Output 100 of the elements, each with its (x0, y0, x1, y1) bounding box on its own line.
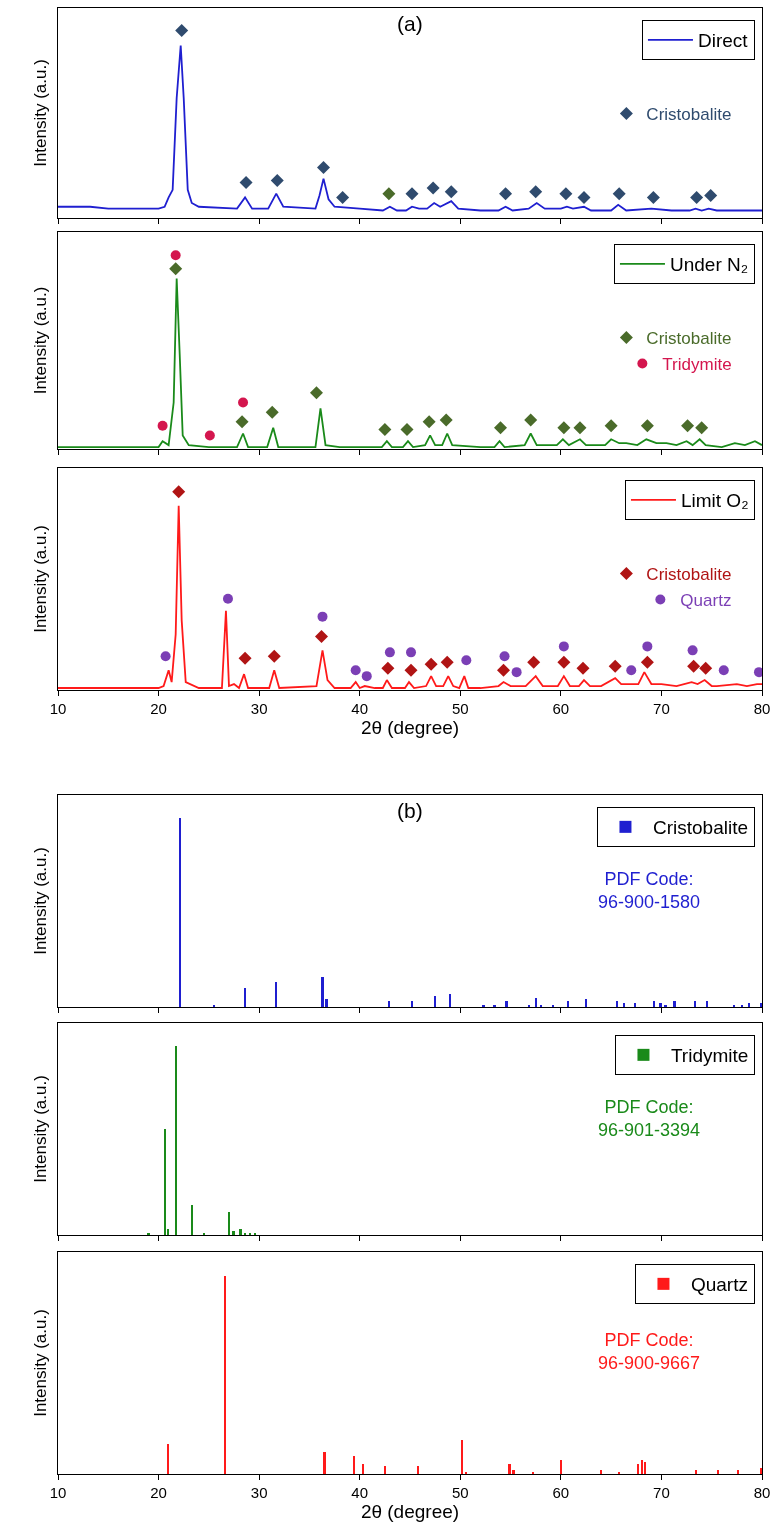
point (573, 421, 587, 435)
point (238, 397, 249, 408)
bar (760, 1003, 762, 1007)
legend-label: Cristobalite (652, 817, 749, 839)
bar (239, 1229, 242, 1235)
point (157, 420, 168, 431)
point (172, 485, 186, 499)
point (170, 250, 181, 261)
x-tick-label: 60 (552, 700, 570, 717)
point (557, 655, 571, 669)
y-axis-title: Intensity (a.u.) (30, 1075, 50, 1183)
y-axis-title: Intensity (a.u.) (30, 1309, 50, 1417)
point (405, 187, 419, 201)
point (626, 665, 637, 676)
x-tick-label: 60 (552, 1484, 570, 1501)
point (404, 663, 418, 677)
point (494, 421, 508, 435)
legend-label: Quartz (680, 591, 732, 611)
x-tick-label: 70 (653, 1484, 670, 1501)
point (461, 655, 472, 666)
point (336, 190, 350, 204)
x-tick-label: 80 (753, 1484, 771, 1501)
bar (167, 1444, 169, 1474)
point (444, 185, 458, 199)
point (511, 667, 522, 678)
bar (717, 1470, 719, 1474)
x-tick-label: 10 (49, 700, 67, 717)
x-tick-label: 30 (250, 700, 268, 717)
bar (323, 1452, 326, 1474)
bar (623, 1003, 625, 1007)
x-tick-label: 50 (451, 700, 469, 717)
point (529, 185, 543, 199)
point (424, 657, 438, 671)
bar (175, 1046, 177, 1235)
bar (600, 1470, 602, 1474)
bar (637, 1464, 639, 1474)
point (527, 655, 541, 669)
bar (616, 1001, 618, 1007)
point (718, 665, 729, 676)
bar (706, 1001, 708, 1007)
x-tick-label: 40 (351, 700, 369, 717)
point (687, 659, 701, 673)
bar (585, 999, 587, 1007)
point (642, 641, 653, 652)
point (317, 611, 328, 622)
point (687, 645, 698, 656)
bar (275, 982, 277, 1007)
bar (634, 1003, 636, 1007)
point (309, 386, 323, 400)
point (499, 651, 510, 662)
point (382, 187, 396, 201)
x-tick-label: 70 (653, 700, 670, 717)
bar (362, 1464, 364, 1474)
point (400, 423, 414, 437)
point (753, 667, 762, 678)
bar (417, 1466, 419, 1474)
y-axis-title: Intensity (a.u.) (30, 847, 50, 955)
point (384, 647, 395, 658)
point (577, 190, 591, 204)
y-axis-title: Intensity (a.u.) (30, 59, 50, 167)
legend-label: Tridymite (662, 355, 732, 375)
x-axis-title: 2θ (degree) (360, 717, 460, 738)
point (557, 421, 571, 435)
x-tick-label: 20 (150, 700, 167, 717)
bar (179, 818, 181, 1007)
bar (748, 1003, 750, 1007)
bar (449, 994, 451, 1007)
bar (244, 988, 246, 1007)
bar (224, 1276, 226, 1474)
point (681, 419, 695, 433)
point (265, 405, 279, 419)
legend-label: Limit O₂ (680, 490, 749, 512)
bar (434, 996, 436, 1007)
point (440, 655, 454, 669)
chart-title: (b) (397, 799, 423, 822)
point (497, 663, 511, 677)
bar (659, 1003, 662, 1007)
bar (535, 998, 537, 1007)
point (267, 649, 281, 663)
legend-label: Under N₂ (669, 254, 749, 276)
bar (411, 1001, 413, 1007)
bar (737, 1470, 739, 1474)
point (235, 415, 249, 429)
bar (232, 1231, 235, 1235)
x-tick-label: 10 (49, 1484, 67, 1501)
x-tick-label: 20 (150, 1484, 167, 1501)
point (439, 413, 453, 427)
legend-label: Tridymite (670, 1045, 749, 1067)
point (608, 659, 622, 673)
bar (508, 1464, 511, 1474)
point (576, 661, 590, 675)
x-tick-label: 80 (753, 700, 771, 717)
bar (353, 1456, 355, 1474)
x-axis-title: 2θ (degree) (360, 1501, 460, 1522)
point (640, 419, 654, 433)
bar (695, 1470, 697, 1474)
x-tick-label: 40 (351, 1484, 369, 1501)
bar (653, 1001, 655, 1007)
point (422, 415, 436, 429)
point (524, 413, 538, 427)
